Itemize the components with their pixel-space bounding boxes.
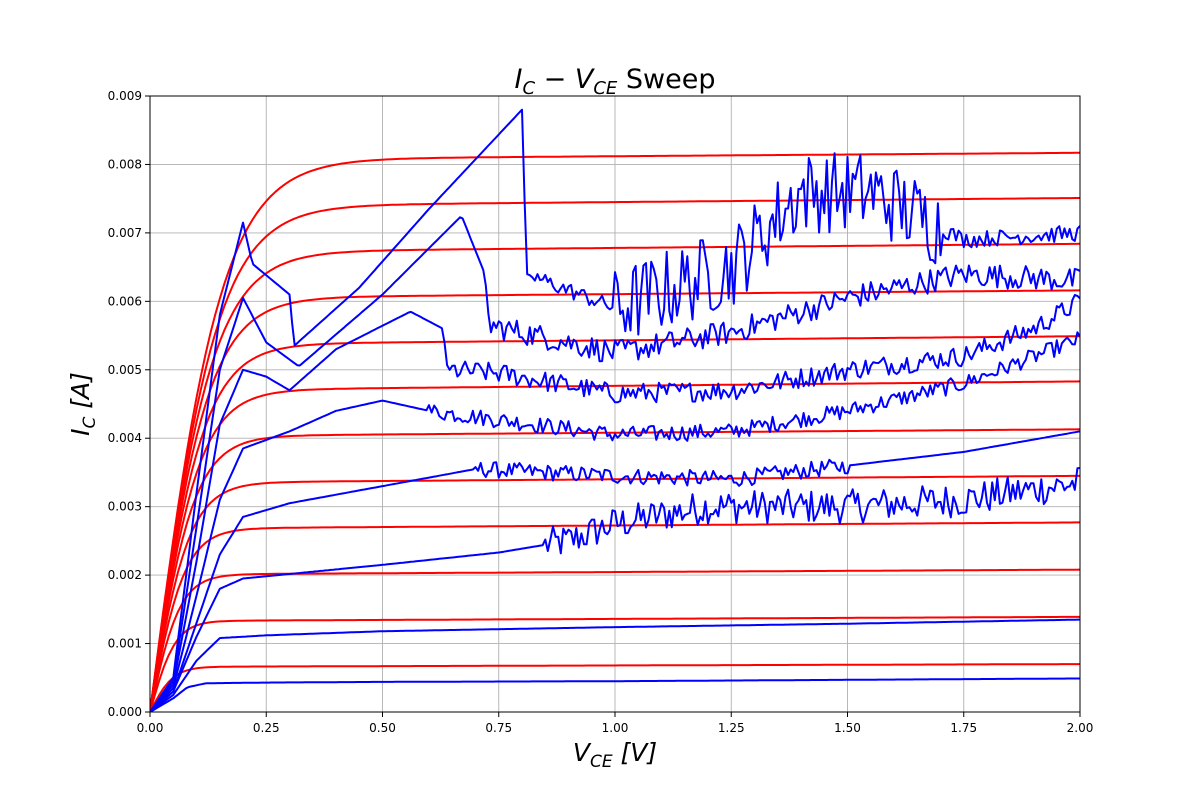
model-curve [150, 289, 1080, 712]
y-tick-label: 0.003 [108, 500, 142, 514]
model-curve [150, 151, 1080, 712]
x-axis: 0.00 0.25 0.50 0.75 1.00 1.25 1.50 1.75 2.00 [137, 712, 1094, 735]
model-curve [150, 568, 1080, 712]
xlabel-main: V [573, 738, 592, 767]
ylabel-main: I [66, 429, 95, 436]
chart-title: IC − VCE Sweep [515, 64, 716, 99]
x-tick-label: 0.25 [253, 721, 280, 735]
x-tick-label: 0.75 [485, 721, 512, 735]
title-main: I [515, 64, 523, 95]
model-curve [150, 428, 1080, 712]
x-tick-label: 1.50 [834, 721, 861, 735]
measured-curve [150, 108, 1080, 712]
x-tick-label: 1.00 [602, 721, 629, 735]
model-curve [150, 242, 1080, 712]
title-middle: − V [535, 64, 596, 95]
x-tick-label: 1.75 [950, 721, 977, 735]
y-tick-label: 0.001 [108, 637, 142, 651]
plot-area [150, 108, 1080, 712]
grid [150, 96, 1080, 712]
measured-curve [150, 216, 1080, 712]
title-tail: Sweep [617, 64, 715, 95]
measured-curves [150, 108, 1080, 712]
measured-curve [150, 467, 1080, 712]
x-tick-label: 1.25 [718, 721, 745, 735]
model-curve [150, 663, 1080, 712]
model-curves [150, 151, 1080, 712]
measured-curve [150, 430, 1080, 712]
model-curve [150, 521, 1080, 712]
x-axis-label: VCE [V] [573, 738, 657, 772]
measured-curve [150, 677, 1080, 712]
title-middle-subscript: CE [593, 78, 618, 99]
xlabel-unit: [V] [613, 738, 658, 767]
x-tick-label: 2.00 [1067, 721, 1094, 735]
y-axis-label: IC [A] [66, 372, 100, 436]
y-tick-label: 0.002 [108, 568, 142, 582]
y-axis: 0.000 0.001 0.002 0.003 0.004 0.005 0.006 0.007… [108, 89, 150, 719]
y-tick-label: 0.007 [108, 226, 142, 240]
ylabel-subscript: C [80, 417, 100, 429]
title-main-subscript: C [523, 78, 536, 99]
measured-curve [150, 618, 1080, 712]
y-tick-label: 0.008 [108, 157, 142, 171]
ylabel-unit: [A] [66, 372, 95, 417]
y-tick-label: 0.005 [108, 363, 142, 377]
model-curve [150, 615, 1080, 712]
y-tick-label: 0.006 [108, 294, 142, 308]
y-tick-label: 0.004 [108, 431, 142, 445]
model-curve [150, 474, 1080, 712]
y-tick-label: 0.009 [108, 89, 142, 103]
x-tick-label: 0.50 [369, 721, 396, 735]
measured-curve [150, 294, 1080, 712]
xlabel-subscript: CE [590, 752, 613, 772]
y-tick-label: 0.000 [108, 705, 142, 719]
model-curve [150, 380, 1080, 712]
x-tick-label: 0.00 [137, 721, 164, 735]
measured-curve [150, 331, 1080, 712]
